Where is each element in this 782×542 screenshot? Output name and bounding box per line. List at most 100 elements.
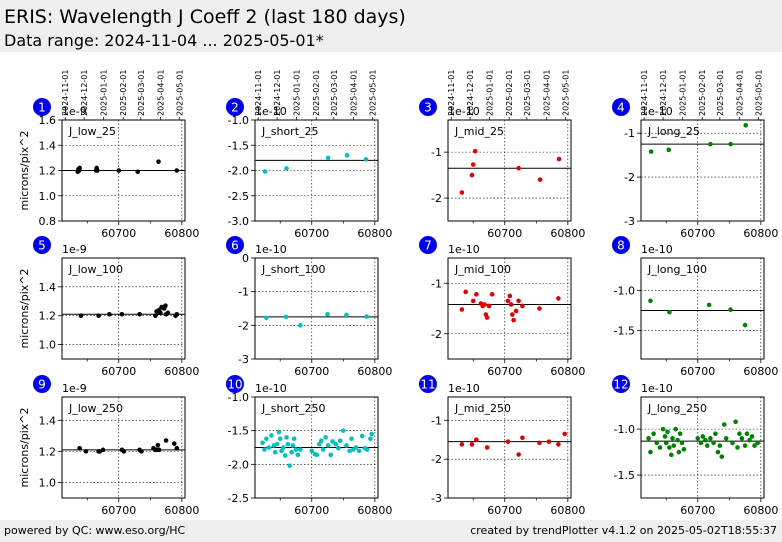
plot-panel-9: 1.0 1.2 1.4 60700 60800 J_low_250 1e-9 microns/…	[18, 375, 199, 517]
panel-label: J_short_25	[261, 125, 319, 138]
y-tick-label: -3.0	[228, 215, 249, 228]
y-tick-label: 1.2	[39, 445, 57, 458]
data-point	[290, 443, 296, 448]
data-point	[119, 311, 125, 317]
y-tick-label: 0	[242, 252, 249, 265]
plot-panel-3: -2 -1 60700 60800 2024-11-01 2024-12-01 2025-0…	[419, 70, 585, 240]
data-point	[474, 437, 479, 443]
y-tick-label: -3	[624, 215, 635, 228]
data-point	[660, 426, 666, 432]
data-point	[679, 440, 685, 446]
data-point	[281, 445, 286, 450]
panel-label: J_mid_100	[454, 263, 511, 276]
axes-frame	[447, 396, 572, 499]
data-point	[298, 447, 303, 452]
data-point	[648, 149, 654, 154]
data-point	[695, 436, 701, 441]
data-point	[285, 441, 291, 447]
y-tick-label: -2.0	[228, 458, 249, 471]
y-tick-label: 1.4	[39, 139, 57, 152]
data-point	[325, 155, 331, 161]
data-point	[344, 312, 349, 318]
data-point	[505, 439, 511, 444]
data-point	[284, 435, 289, 440]
data-point	[272, 449, 278, 455]
x-tick-label: 60700	[101, 504, 136, 517]
panel-number: 9	[38, 378, 46, 392]
data-point	[470, 298, 476, 304]
y-tick-label: -1.0	[228, 391, 249, 404]
data-point	[333, 441, 339, 447]
axes-frame	[61, 257, 186, 360]
y-axis-label: microns/pix^2	[18, 268, 31, 348]
date-tick-label: 2025-05-01	[368, 70, 377, 117]
data-point	[295, 452, 301, 458]
y-tick-label: -1.5	[614, 325, 635, 338]
date-tick-label: 2024-11-01	[640, 70, 649, 117]
data-point	[739, 436, 745, 441]
y-tick-label: -1.5	[228, 139, 249, 152]
date-tick-label: 2025-05-01	[561, 70, 570, 117]
y-tick-label: 1.6	[39, 114, 57, 127]
data-point	[269, 433, 274, 438]
axes-frame	[447, 119, 572, 222]
data-point	[665, 429, 670, 435]
plot-panel-10: -2.5 -2.0 -1.5 -1.0 60700 60800 J_short_250 1e-…	[226, 375, 392, 517]
data-point	[537, 440, 542, 446]
date-tick-label: 2024-12-01	[466, 70, 475, 116]
data-point	[505, 298, 511, 304]
data-point	[510, 312, 515, 317]
data-point	[163, 303, 168, 308]
y-tick-label: -2.0	[228, 165, 249, 178]
panel-number-badge	[33, 236, 51, 254]
date-tick-label: 2025-04-01	[156, 70, 165, 117]
date-tick-label: 2025-01-01	[293, 70, 302, 117]
plot-panel-8: -1.5 -1.0 60700 60800 J_long_100 1e-10 8	[612, 236, 778, 378]
data-point	[95, 168, 100, 173]
data-point	[743, 122, 749, 128]
data-point	[671, 443, 677, 448]
data-point	[368, 436, 373, 442]
data-point	[657, 445, 663, 450]
plot-panel-5: 1.0 1.2 1.4 60700 60800 J_low_100 1e-9 microns/…	[18, 236, 199, 378]
panel-number-badge	[612, 375, 630, 393]
x-tick-label: 60700	[294, 504, 329, 517]
data-point	[287, 463, 292, 468]
x-tick-label: 60700	[294, 365, 329, 378]
data-point	[318, 438, 324, 444]
data-point	[742, 443, 748, 448]
data-point	[121, 449, 127, 454]
x-tick-label: 60700	[487, 504, 522, 517]
data-point	[507, 293, 513, 299]
data-point	[719, 454, 725, 459]
data-point	[277, 436, 283, 442]
date-tick-label: 2024-11-01	[254, 70, 263, 117]
data-point	[489, 292, 495, 297]
offset-multiplier: 1e-10	[448, 105, 480, 118]
panel-number-badge	[226, 375, 244, 393]
axes-frame	[640, 119, 765, 222]
panel-number: 5	[38, 239, 46, 253]
data-point	[279, 448, 284, 454]
x-tick-label: 60800	[164, 504, 199, 517]
data-point	[174, 311, 180, 317]
y-tick-label: -1.0	[614, 284, 635, 297]
axes-frame	[254, 119, 379, 222]
data-point	[651, 431, 656, 437]
date-tick-label: 2025-02-01	[312, 70, 321, 117]
data-point	[344, 153, 350, 158]
panel-number-badge	[226, 236, 244, 254]
data-point	[681, 447, 687, 452]
plot-panel-12: -1.5 -1.0 60700 60800 J_long_250 1e-10 12	[612, 375, 778, 517]
panel-number-badge	[612, 236, 630, 254]
data-point	[662, 434, 668, 439]
data-point	[155, 442, 161, 448]
date-tick-label: 2025-02-01	[698, 70, 707, 117]
y-tick-label: -2	[624, 171, 635, 184]
data-point	[472, 148, 478, 154]
data-point	[156, 159, 161, 164]
data-point	[677, 431, 683, 437]
data-point	[508, 302, 514, 307]
data-point	[158, 310, 163, 316]
data-point	[328, 452, 333, 458]
